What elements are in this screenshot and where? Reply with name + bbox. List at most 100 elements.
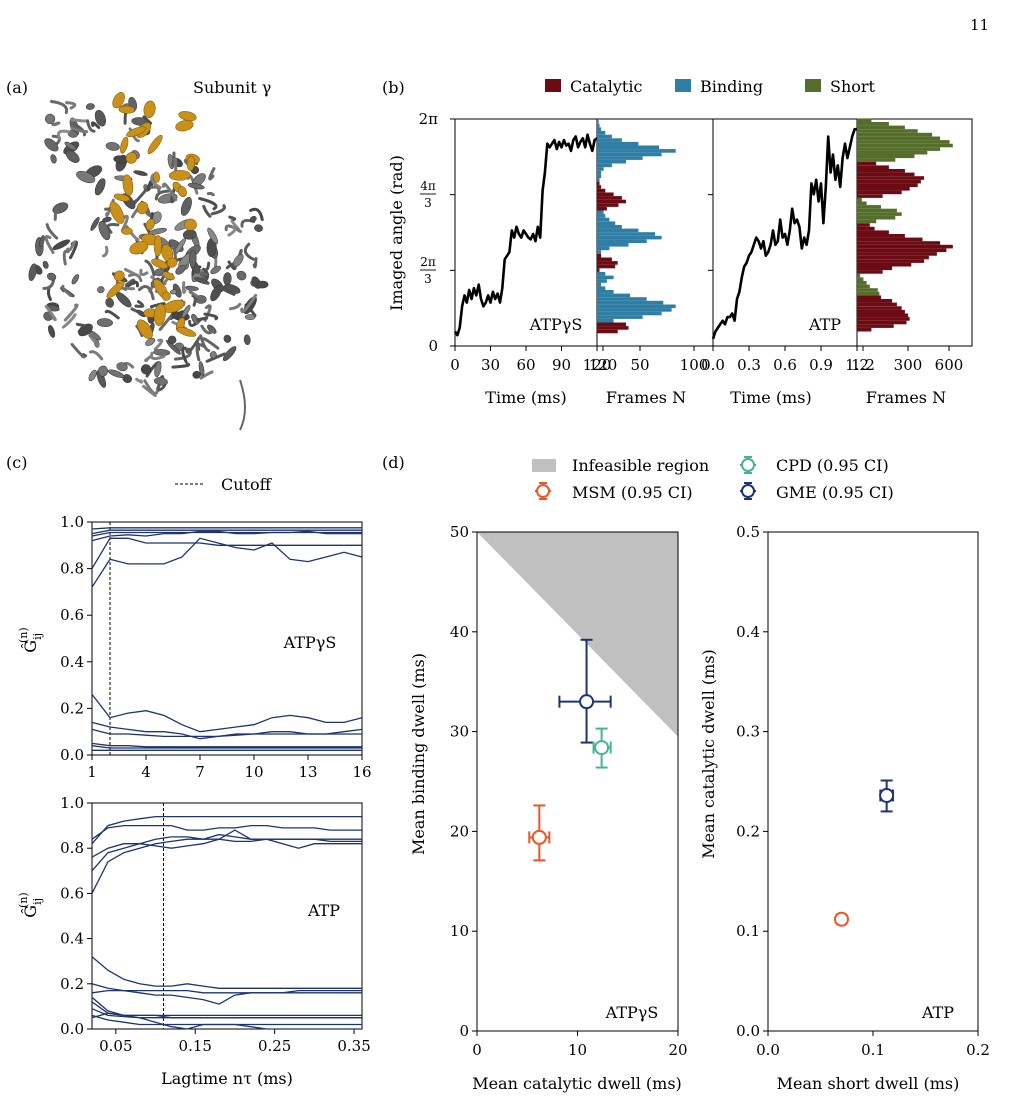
coil-segment xyxy=(203,312,219,321)
c-bottom-ytick-label: 0.6 xyxy=(60,884,84,902)
b-left-trace-xtick-label: 90 xyxy=(552,356,571,374)
coil-segment xyxy=(202,204,212,218)
subunit-gamma-segment xyxy=(122,174,134,196)
subunit-gamma-segment xyxy=(153,235,163,257)
coil-segment xyxy=(61,284,73,298)
b-right-hist-bar xyxy=(857,215,896,220)
helix-segment xyxy=(148,227,167,235)
helix-segment xyxy=(94,178,106,196)
b-left-trace-xtick-label: 60 xyxy=(516,356,535,374)
b-left-hist-bar xyxy=(597,156,643,160)
coil-segment xyxy=(205,352,226,363)
helix-segment xyxy=(76,170,96,184)
helix-segment xyxy=(97,286,105,294)
helix-segment xyxy=(243,334,251,346)
c-top-series-line xyxy=(91,694,363,733)
coil-segment xyxy=(228,215,237,222)
c-bottom-ylabel: Ĝij(n) xyxy=(17,892,44,917)
b-right-hist-bar xyxy=(857,136,941,141)
c-top-series-line xyxy=(91,527,362,530)
helix-segment xyxy=(64,141,77,151)
coil-segment xyxy=(181,281,187,294)
d-left-point-cpd xyxy=(592,727,612,769)
helix-segment xyxy=(98,221,111,241)
b-right-hist-bar xyxy=(857,205,881,209)
b-left-trace-xtick-label: 120 xyxy=(583,356,612,374)
c-top-series-line xyxy=(91,529,362,535)
b-right-hist-bar xyxy=(857,234,905,238)
d-left-ylabel: Mean binding dwell (ms) xyxy=(409,653,428,855)
b-right-hist-bar xyxy=(857,187,910,191)
c-top-series-line xyxy=(91,537,363,588)
panel-b-legend: Catalytic Binding Short xyxy=(545,77,876,96)
helix-segment xyxy=(185,285,199,291)
b-right-trace-xtick-label: 0.9 xyxy=(809,356,833,374)
b-right-hist-bar xyxy=(857,140,950,144)
b-right-hist-bar xyxy=(857,143,953,148)
subunit-gamma-segment xyxy=(112,92,125,109)
legend-cutoff-label: Cutoff xyxy=(221,475,273,494)
b-left-hist-bar xyxy=(597,174,602,178)
helix-segment xyxy=(107,369,125,378)
d-right-xtick-label: 0.1 xyxy=(861,1041,885,1059)
b-right-hist-xtick-label: 1.2 xyxy=(851,356,875,374)
helix-segment xyxy=(44,138,59,152)
coil-segment xyxy=(70,342,86,359)
b-left-hist-bar xyxy=(597,192,614,197)
coil-segment xyxy=(144,259,156,277)
legend-short-swatch xyxy=(805,79,821,92)
helix-segment xyxy=(210,265,221,275)
helix-segment xyxy=(140,364,152,375)
helix-segment xyxy=(145,338,156,346)
subunit-gamma-segment xyxy=(161,291,171,301)
c-bottom-series-line xyxy=(91,1012,362,1030)
d-right-point-gme xyxy=(879,779,895,813)
b-right-hist-bar xyxy=(857,165,889,169)
coil-segment xyxy=(65,101,77,110)
coil-segment xyxy=(101,245,109,258)
b-left-hist-bar xyxy=(597,257,612,262)
helix-segment xyxy=(153,377,168,386)
coil-segment xyxy=(127,280,139,288)
helix-segment xyxy=(42,260,49,269)
b-left-xlabel: Time (ms) xyxy=(485,388,566,407)
b-right-hist-bar xyxy=(857,197,862,202)
coil-segment xyxy=(252,257,258,269)
b-ytick-0: 0 xyxy=(428,337,438,355)
coil-segment xyxy=(199,334,211,353)
coil-segment xyxy=(198,197,218,211)
helix-segment xyxy=(187,182,205,190)
coil-segment xyxy=(142,384,157,398)
helix-segment xyxy=(94,109,106,127)
d-right-ytick-label: 0.3 xyxy=(736,723,760,741)
b-left-hist-bar xyxy=(597,329,618,334)
d-right-frame xyxy=(767,531,979,1032)
point-marker xyxy=(879,787,895,803)
b-left-hist-bar xyxy=(597,131,606,135)
b-right-hist-bar xyxy=(857,125,905,130)
b-left-hist-bar xyxy=(597,253,602,258)
c-top-series-line xyxy=(91,742,362,748)
c-top-ytick-label: 1.0 xyxy=(60,513,84,531)
b-left-hist-bar xyxy=(597,293,631,298)
c-top-ytick-label: 0.0 xyxy=(60,746,84,764)
subunit-gamma-segment xyxy=(176,327,197,337)
b-right-hist-bar xyxy=(857,161,877,166)
helix-segment xyxy=(256,280,269,289)
b-right-hist-bar xyxy=(857,281,867,285)
b-left-hist-bar xyxy=(597,300,664,305)
coil-segment xyxy=(188,290,199,299)
c-top-ylabel: Ĝij(n) xyxy=(17,627,44,652)
c-bottom-series-line xyxy=(91,815,362,845)
coil-segment xyxy=(202,337,220,350)
b-right-hist-bar xyxy=(857,277,864,281)
b-left-hist-bar xyxy=(597,250,602,254)
c-bottom-series-line xyxy=(91,956,362,989)
c-bottom-xtick-label: 0.25 xyxy=(258,1037,291,1055)
subunit-gamma-segment xyxy=(136,319,153,339)
legend-infeasible-label: Infeasible region xyxy=(572,456,709,475)
b-right-hist-bar xyxy=(857,248,947,253)
coil-segment xyxy=(249,207,264,222)
coil-segment xyxy=(75,322,86,328)
coil-segment xyxy=(63,303,79,322)
